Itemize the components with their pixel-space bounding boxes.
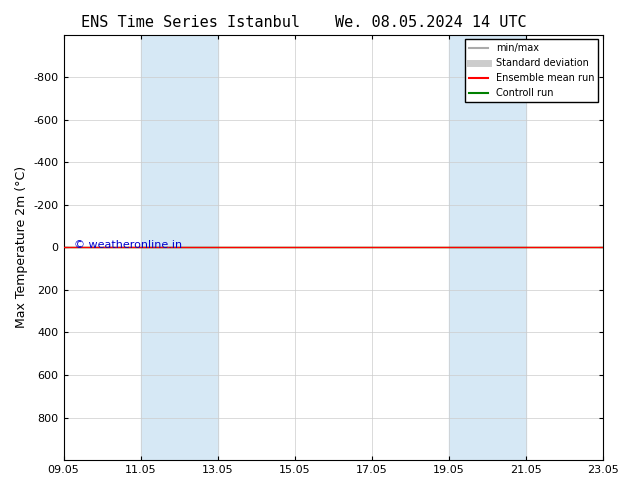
Bar bbox=[141, 35, 217, 460]
Bar bbox=[449, 35, 526, 460]
Y-axis label: Max Temperature 2m (°C): Max Temperature 2m (°C) bbox=[15, 166, 28, 328]
Legend: min/max, Standard deviation, Ensemble mean run, Controll run: min/max, Standard deviation, Ensemble me… bbox=[465, 40, 598, 102]
Text: ENS Time Series Istanbul: ENS Time Series Istanbul bbox=[81, 15, 300, 30]
Text: We. 08.05.2024 14 UTC: We. 08.05.2024 14 UTC bbox=[335, 15, 527, 30]
Text: © weatheronline.in: © weatheronline.in bbox=[74, 240, 183, 250]
